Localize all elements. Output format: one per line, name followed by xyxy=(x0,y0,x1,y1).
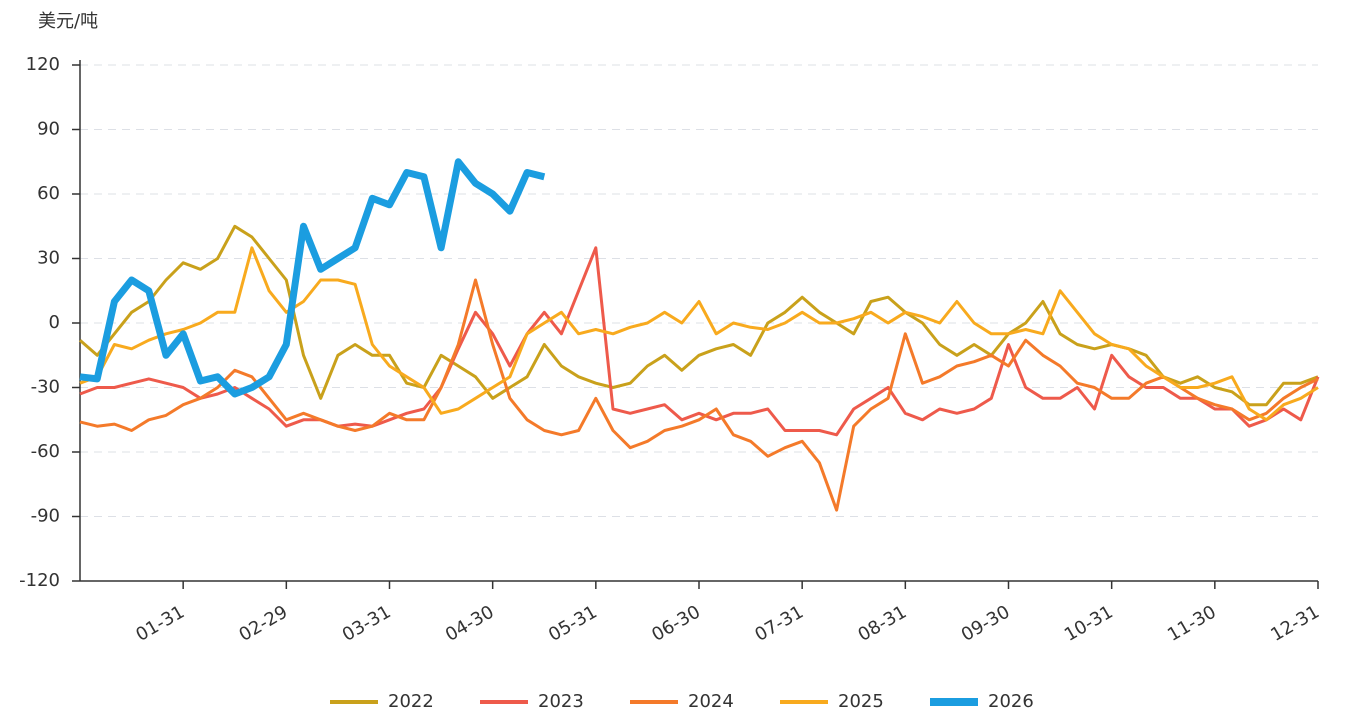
x-tick-label: 09-30 xyxy=(958,601,1014,645)
x-tick-label: 07-31 xyxy=(751,601,807,645)
x-tick-label: 04-30 xyxy=(442,601,498,645)
legend-label: 2022 xyxy=(388,691,434,712)
x-tick-label: 02-29 xyxy=(236,601,292,645)
x-tick-label: 12-31 xyxy=(1267,601,1323,645)
legend-label: 2023 xyxy=(538,691,584,712)
series-line xyxy=(79,158,546,398)
series-line xyxy=(79,246,1320,437)
x-tick-label: 03-31 xyxy=(339,601,395,645)
y-tick-label: -90 xyxy=(31,506,60,527)
y-tick-label: -120 xyxy=(19,570,60,591)
legend-label: 2026 xyxy=(988,691,1034,712)
x-tick-label: 08-31 xyxy=(855,601,911,645)
x-tick-label: 06-30 xyxy=(648,601,704,645)
y-tick-label: 30 xyxy=(37,248,60,269)
x-tick-label: 11-30 xyxy=(1164,601,1220,645)
x-tick-label: 10-31 xyxy=(1061,601,1117,645)
legend-label: 2025 xyxy=(838,691,884,712)
series-line xyxy=(79,246,1319,422)
y-tick-label: 0 xyxy=(49,312,60,333)
y-tick-label: -60 xyxy=(31,441,60,462)
series-line xyxy=(79,278,1319,512)
y-axis-label: 美元/吨 xyxy=(38,11,98,32)
legend-label: 2024 xyxy=(688,691,734,712)
y-tick-label: 60 xyxy=(37,183,60,204)
y-tick-label: 90 xyxy=(37,119,60,140)
y-tick-label: 120 xyxy=(26,54,60,75)
x-tick-label: 01-31 xyxy=(132,601,188,645)
y-tick-label: -30 xyxy=(31,377,60,398)
x-tick-label: 05-31 xyxy=(545,601,601,645)
